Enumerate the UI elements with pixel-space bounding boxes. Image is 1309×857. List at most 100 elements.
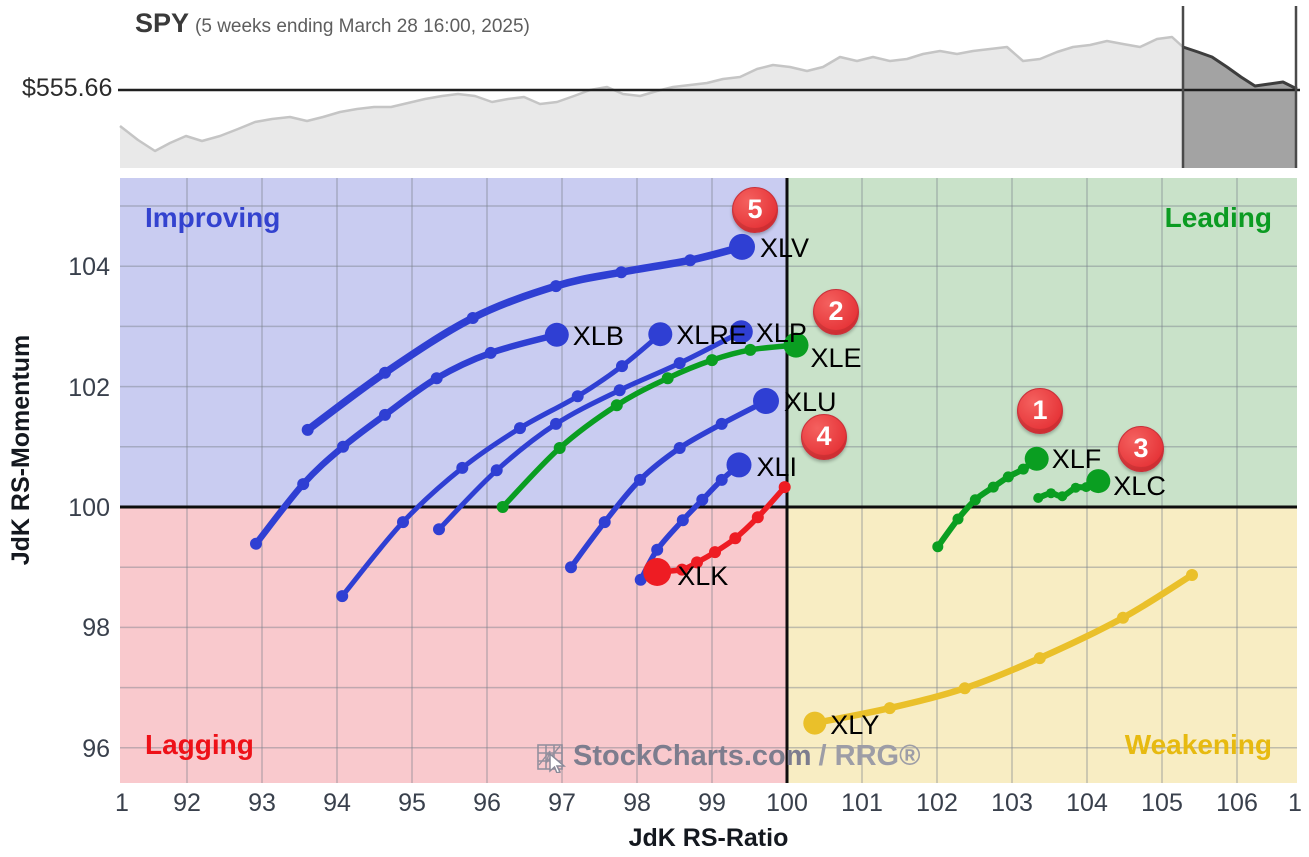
XLB-point xyxy=(297,478,310,491)
spy-price-label: $555.66 xyxy=(22,74,113,102)
XLC-point xyxy=(1070,482,1081,493)
XLK-point xyxy=(691,556,703,569)
XLF-point xyxy=(987,481,999,493)
XLK-point xyxy=(778,481,791,494)
x-tick-6-97: 97 xyxy=(548,789,576,817)
XLV-point xyxy=(466,312,479,324)
XLY-point xyxy=(1117,611,1129,624)
XLF-point xyxy=(952,513,964,525)
XLB-point xyxy=(250,537,262,550)
x-tick-1-92: 92 xyxy=(173,789,201,817)
XLK-point xyxy=(729,532,742,545)
XLE-marker xyxy=(783,332,809,358)
spy-title: SPY (5 weeks ending March 28 16:00, 2025) xyxy=(135,8,530,39)
XLB-point xyxy=(337,440,349,453)
y-tick-100: 100 xyxy=(68,494,110,522)
XLB-point xyxy=(484,346,497,359)
XLE-point xyxy=(553,442,566,454)
y-axis-title: JdK RS-Momentum xyxy=(7,334,35,566)
XLV-point xyxy=(379,366,391,379)
series-XLB xyxy=(250,322,569,550)
XLF-point xyxy=(1017,463,1029,475)
x-axis-title: JdK RS-Ratio xyxy=(628,824,789,852)
XLRE-marker xyxy=(648,322,673,347)
series-XLE xyxy=(496,332,809,513)
XLP-point xyxy=(673,357,686,370)
XLI-point xyxy=(676,514,689,527)
XLE-label: XLE xyxy=(811,343,862,373)
XLU-point xyxy=(598,516,611,529)
XLU-label: XLU xyxy=(784,387,837,417)
XLB-point xyxy=(430,372,443,385)
XLV-label: XLV xyxy=(760,233,809,263)
x-tick-3-94: 94 xyxy=(323,789,351,817)
XLC-point xyxy=(1033,493,1044,503)
XLY-point xyxy=(1033,652,1046,665)
XLC-point xyxy=(1057,491,1068,502)
XLU-marker xyxy=(753,388,779,414)
XLF-point xyxy=(932,541,944,553)
XLB-marker xyxy=(544,322,569,347)
XLY-label: XLY xyxy=(830,710,879,740)
x-tick-5-96: 96 xyxy=(473,789,501,817)
XLC-point xyxy=(1046,488,1056,499)
spy-line-dark xyxy=(1182,45,1298,91)
stockcharts-logo-icon xyxy=(537,743,567,773)
XLP-point xyxy=(490,464,503,477)
XLU-point xyxy=(634,473,646,486)
XLF-point xyxy=(1002,471,1014,483)
XLRE-point xyxy=(336,590,349,603)
series-XLK xyxy=(643,481,791,586)
rrg-plot: XLV XLB XLRE XLP XLU XLI XLE XLK XLF XLC XLY xyxy=(120,178,1297,783)
x-tick-15-106: 106 xyxy=(1216,789,1258,817)
series-XLY xyxy=(803,569,1198,735)
XLE-point xyxy=(661,372,674,385)
series-XLF xyxy=(932,446,1049,553)
XLK-point xyxy=(751,511,764,524)
watermark-suffix: / RRG® xyxy=(818,740,921,772)
series-XLU xyxy=(565,388,779,574)
XLRE-label: XLRE xyxy=(676,320,747,350)
x-tick-14-105: 105 xyxy=(1141,789,1183,817)
XLV-point xyxy=(550,280,562,293)
XLI-point xyxy=(715,473,728,486)
XLP-label: XLP xyxy=(756,318,807,348)
annotation-badge-5: 5 xyxy=(732,187,778,233)
watermark-text: StockCharts.com xyxy=(573,740,812,772)
XLRE-point xyxy=(571,390,584,403)
spy-subtitle: (5 weeks ending March 28 16:00, 2025) xyxy=(195,16,530,37)
quadrant-label-leading: Leading xyxy=(1164,202,1272,233)
XLE-point xyxy=(706,354,718,367)
XLF-label: XLF xyxy=(1052,444,1102,474)
XLU-point xyxy=(565,561,577,574)
XLI-label: XLI xyxy=(757,452,798,482)
XLI-marker xyxy=(726,452,752,478)
XLB-point xyxy=(379,408,391,421)
spy-sparkline-chart xyxy=(118,6,1300,168)
annotation-badge-2: 2 xyxy=(813,289,859,335)
XLRE-point xyxy=(616,360,628,373)
y-tick-102: 102 xyxy=(68,373,110,402)
XLE-point xyxy=(610,399,623,412)
XLY-point xyxy=(958,682,971,695)
XLF-marker xyxy=(1024,446,1049,471)
x-tick-12-103: 103 xyxy=(991,789,1033,817)
XLP-point xyxy=(550,417,562,430)
spy-area-light xyxy=(120,37,1183,168)
XLP-marker xyxy=(729,320,753,344)
y-tick-98: 98 xyxy=(82,614,110,643)
x-tick-0-1: 1 xyxy=(115,789,129,817)
XLV-point xyxy=(301,423,314,436)
XLB-label: XLB xyxy=(573,321,624,351)
XLE-point xyxy=(744,343,757,356)
XLU-point xyxy=(715,417,728,430)
spy-area-dark xyxy=(1183,47,1297,168)
x-tick-16-1: 1 xyxy=(1288,789,1302,817)
XLK-label: XLK xyxy=(677,561,728,591)
series-XLC xyxy=(1033,469,1111,503)
XLI-point xyxy=(696,493,709,506)
annotation-badge-3: 3 xyxy=(1118,426,1164,472)
XLC-marker xyxy=(1086,469,1111,494)
x-tick-7-98: 98 xyxy=(623,789,651,817)
